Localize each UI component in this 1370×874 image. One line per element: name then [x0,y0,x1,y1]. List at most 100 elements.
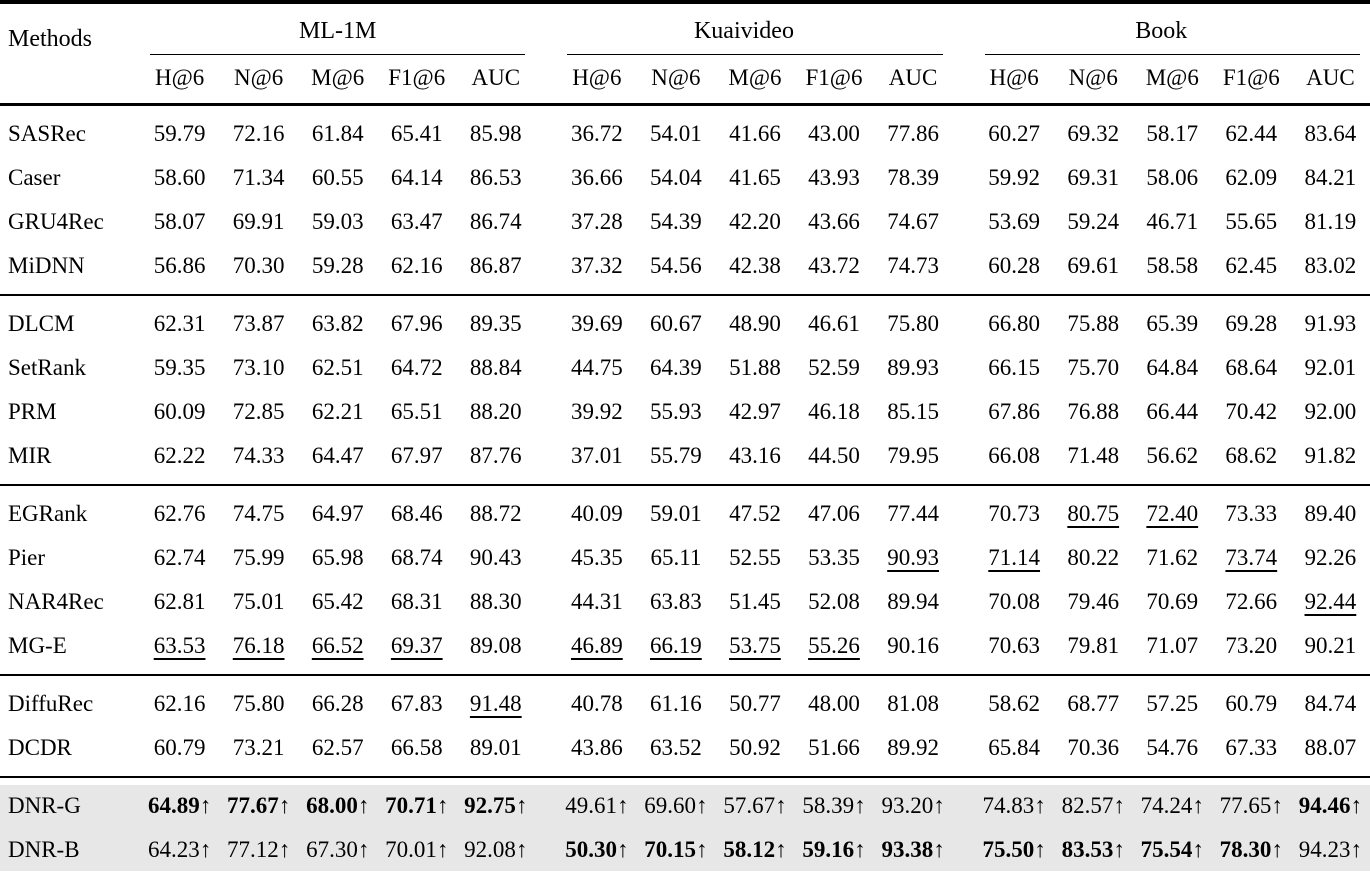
metric-value: 80.22 [1067,545,1120,571]
metric-value: 75.80 [887,311,939,337]
metric-value: 62.16 [153,691,206,717]
metric-value: 68.64 [1225,355,1278,381]
metric-header-kuaivideo-n6: N@6 [651,65,701,91]
metric-header-ml1m-f16: F1@6 [388,65,446,91]
metric-value: 71.34 [232,165,285,191]
metric-value: 62.22 [153,443,206,469]
metric-value: 37.01 [570,443,623,469]
table-row-caser: Caser 58.60 71.34 60.55 64.14 86.53 36.66 54.04… [0,156,1370,200]
metric-value: 61.84 [311,121,364,147]
table-row-diffurec: DiffuRec 62.16 75.80 66.28 67.83 91.48 40.78 61… [0,675,1370,726]
metric-value: 84.21 [1304,165,1357,191]
improvement-up-arrow: ↑ [1034,837,1046,863]
metric-value: 92.75↑ [456,777,536,829]
improvement-up-arrow: ↑ [199,793,212,819]
metric-value: 43.00 [808,121,860,147]
table-row-dcdr: DCDR 60.79 73.21 62.57 66.58 89.01 43.86 63.52 5… [0,726,1370,777]
metric-value: 56.62 [1146,443,1199,469]
metric-value: 77.12↑ [219,828,299,874]
metric-value: 73.10 [232,355,285,381]
metric-value: 82.57↑ [1053,777,1133,829]
group-rule-book [984,54,1360,56]
metric-value: 66.52 [311,633,364,659]
improvement-up-arrow: ↑ [436,837,449,863]
metric-value: 66.44 [1146,399,1199,425]
metric-value: 72.16 [232,121,285,147]
metric-value: 48.00 [808,691,860,717]
improvement-up-arrow: ↑ [933,837,945,863]
metric-value: 46.89 [570,633,623,659]
metric-value: 60.67 [650,311,702,337]
metric-value: 75.88 [1067,311,1120,337]
metric-header-ml1m-h6: H@6 [154,65,205,91]
metric-value: 59.92 [988,165,1041,191]
method-name: Caser [8,165,61,191]
improvement-up-arrow: ↑ [696,837,708,863]
metric-value: 69.32 [1067,121,1120,147]
metric-value: 50.30↑ [535,828,637,874]
improvement-up-arrow: ↑ [854,837,866,863]
metric-value: 81.19 [1304,209,1357,235]
metric-value: 69.28 [1225,311,1278,337]
table-row-mg-e: MG-E 63.53 76.18 66.52 69.37 89.08 46.89 66.19 5… [0,624,1370,675]
metric-value: 39.69 [570,311,623,337]
improvement-up-arrow: ↑ [278,793,291,819]
metric-value: 88.20 [469,399,522,425]
metric-value: 62.21 [311,399,364,425]
metric-value: 65.41 [390,121,443,147]
metric-value: 66.58 [390,735,443,761]
method-name: MIR [8,443,52,469]
table-row-nar4rec: NAR4Rec 62.81 75.01 65.42 68.31 88.30 44.31 63.… [0,580,1370,624]
methods-column-header: Methods [8,26,92,52]
metric-value: 40.78 [570,691,623,717]
metric-value: 70.08 [988,589,1041,615]
metric-value: 37.32 [570,253,623,279]
metric-value: 93.38↑ [873,828,953,874]
metric-value: 90.43 [469,545,522,571]
metric-value: 62.16 [390,253,443,279]
metric-value: 88.30 [469,589,522,615]
metric-value: 85.98 [469,121,522,147]
table-row-gru4rec: GRU4Rec 58.07 69.91 59.03 63.47 86.74 37.28 54.… [0,200,1370,244]
metric-value: 44.75 [570,355,623,381]
metric-value: 41.65 [729,165,781,191]
metric-value: 69.37 [390,633,443,659]
metric-value: 89.35 [469,311,522,337]
method-name: EGRank [8,501,88,527]
metric-value: 67.96 [390,311,443,337]
metric-value: 62.45 [1225,253,1278,279]
metric-value: 56.86 [153,253,206,279]
metric-value: 42.38 [729,253,781,279]
metric-value: 60.79 [153,735,206,761]
metric-value: 87.76 [469,443,522,469]
metric-value: 65.84 [988,735,1041,761]
improvement-up-arrow: ↑ [696,793,708,819]
metric-value: 66.28 [311,691,364,717]
metric-value: 68.74 [390,545,443,571]
metric-value: 68.31 [390,589,443,615]
metric-value: 46.61 [808,311,860,337]
table-row-mir: MIR 62.22 74.33 64.47 67.97 87.76 37.01 55.79 43… [0,434,1370,485]
metric-value: 79.95 [887,443,939,469]
metric-value: 59.03 [311,209,364,235]
metric-value: 89.94 [887,589,939,615]
metric-value: 58.39↑ [794,777,874,829]
metric-value: 67.30↑ [298,828,378,874]
metric-value: 63.52 [650,735,702,761]
method-group-1: SASRec 59.79 72.16 61.84 65.41 85.98 36.72 54.0… [0,105,1370,296]
metric-value: 59.79 [153,121,206,147]
metric-value: 67.86 [988,399,1041,425]
metric-value: 91.82 [1304,443,1357,469]
method-name: DNR-G [0,777,141,829]
metric-value: 67.97 [390,443,443,469]
metric-value: 70.42 [1225,399,1278,425]
method-name: SASRec [8,121,86,147]
metric-value: 52.55 [729,545,781,571]
metric-value: 43.66 [808,209,860,235]
method-group-5: DNR-G 64.89↑ 77.67↑ 68.00↑ 70.71↑ 92.75↑ 49.61… [0,777,1370,874]
table-row-dnr-g: DNR-G 64.89↑ 77.67↑ 68.00↑ 70.71↑ 92.75↑ 49.61… [0,777,1370,829]
table-row-egrank: EGRank 62.76 74.75 64.97 68.46 88.72 40.09 59.0… [0,485,1370,536]
metric-value: 57.25 [1146,691,1199,717]
metric-value: 89.93 [887,355,939,381]
